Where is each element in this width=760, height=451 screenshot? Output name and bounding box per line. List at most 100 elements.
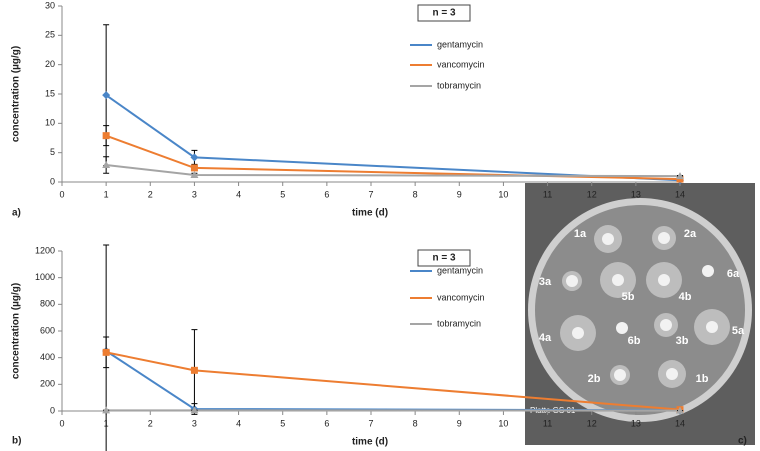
y-tick-label: 30 (45, 0, 55, 10)
x-tick-label: 12 (587, 189, 597, 199)
well-label: 4b (679, 291, 692, 303)
y-tick-label: 15 (45, 88, 55, 98)
x-tick-label: 3 (192, 189, 197, 199)
well (706, 321, 718, 333)
y-tick-label: 600 (40, 325, 55, 335)
well (566, 275, 578, 287)
marker (190, 366, 198, 374)
x-tick-label: 9 (457, 189, 462, 199)
marker (190, 406, 199, 414)
y-tick-label: 5 (50, 147, 55, 157)
panel-label: b) (12, 436, 21, 447)
plate-photo (525, 183, 755, 445)
plate-agar (535, 205, 745, 415)
x-tick-label: 10 (498, 189, 508, 199)
y-tick-label: 1200 (35, 245, 55, 255)
well (616, 322, 628, 334)
x-axis-title: time (d) (352, 208, 388, 219)
well-label: 6b (628, 335, 641, 347)
well-label: 1a (574, 228, 587, 240)
panel-label: a) (12, 208, 21, 219)
marker (102, 132, 110, 140)
well (612, 274, 624, 286)
x-tick-label: 12 (587, 418, 597, 428)
x-tick-label: 2 (148, 189, 153, 199)
y-tick-label: 1000 (35, 272, 55, 282)
well (658, 232, 670, 244)
x-tick-label: 10 (498, 418, 508, 428)
marker (102, 348, 110, 356)
well (658, 274, 670, 286)
marker (676, 406, 684, 414)
well-label: 2a (684, 228, 697, 240)
x-tick-label: 11 (543, 418, 552, 428)
y-tick-label: 0 (50, 405, 55, 415)
well-label: 2b (588, 373, 601, 385)
legend-label: gentamycin (437, 39, 483, 49)
well (614, 369, 626, 381)
x-tick-label: 4 (236, 418, 241, 428)
marker (190, 170, 199, 178)
x-tick-label: 9 (457, 418, 462, 428)
x-tick-label: 0 (59, 418, 64, 428)
well-label: 1b (696, 373, 709, 385)
x-tick-label: 7 (368, 418, 373, 428)
marker (102, 91, 111, 100)
well-label: 4a (539, 332, 552, 344)
x-tick-label: 13 (631, 418, 641, 428)
x-tick-label: 7 (368, 189, 373, 199)
x-tick-label: 6 (324, 418, 329, 428)
x-tick-label: 5 (280, 189, 285, 199)
marker (102, 160, 111, 168)
x-tick-label: 14 (675, 418, 685, 428)
well-label: 3a (539, 276, 552, 288)
y-axis-title: concentration (µg/g) (11, 283, 22, 379)
legend-label: tobramycin (437, 80, 481, 90)
annotation: n = 3 (432, 253, 456, 264)
well (666, 368, 678, 380)
well (572, 327, 584, 339)
annotation: n = 3 (432, 8, 456, 19)
x-tick-label: 11 (543, 189, 552, 199)
x-tick-label: 4 (236, 189, 241, 199)
y-tick-label: 20 (45, 59, 55, 69)
x-tick-label: 0 (59, 189, 64, 199)
x-tick-label: 2 (148, 418, 153, 428)
x-tick-label: 8 (413, 418, 418, 428)
legend-label: gentamycin (437, 265, 483, 275)
y-tick-label: 10 (45, 118, 55, 128)
legend-label: tobramycin (437, 318, 481, 328)
well (660, 319, 672, 331)
x-tick-label: 8 (413, 189, 418, 199)
annotation-box (417, 4, 471, 22)
x-tick-label: 14 (675, 189, 685, 199)
marker (190, 153, 199, 162)
marker (676, 172, 684, 180)
y-tick-label: 25 (45, 30, 55, 40)
well-label: 3b (676, 335, 689, 347)
y-tick-label: 800 (40, 299, 55, 309)
legend-label: vancomycin (437, 292, 485, 302)
well (602, 233, 614, 245)
marker (190, 164, 198, 172)
legend-label: vancomycin (437, 59, 485, 69)
y-tick-label: 0 (50, 176, 55, 186)
x-tick-label: 13 (631, 189, 641, 199)
y-axis-title: concentration (µg/g) (11, 46, 22, 142)
y-tick-label: 400 (40, 352, 55, 362)
x-axis-title: time (d) (352, 437, 388, 448)
well-label: 6a (727, 268, 740, 280)
well-label: 5a (732, 325, 745, 337)
x-tick-label: 6 (324, 189, 329, 199)
marker (102, 406, 111, 414)
x-tick-label: 1 (104, 189, 109, 199)
panel-label: c) (738, 436, 747, 447)
y-tick-label: 200 (40, 379, 55, 389)
well (702, 265, 714, 277)
well-label: 5b (622, 291, 635, 303)
x-tick-label: 3 (192, 418, 197, 428)
x-tick-label: 5 (280, 418, 285, 428)
annotation-box (417, 249, 471, 267)
